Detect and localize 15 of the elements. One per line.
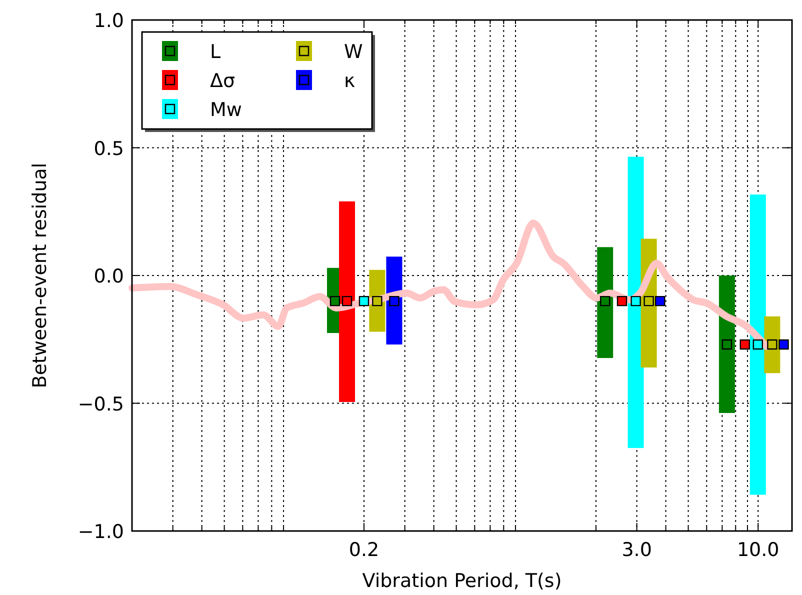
x-tick-label: 0.2 [348, 539, 380, 561]
y-tick-label: −0.5 [78, 393, 124, 416]
legend-label: κ [344, 70, 356, 92]
legend-label: L [210, 41, 221, 63]
y-tick-label: 0.0 [94, 266, 124, 288]
y-tick-label: 0.5 [94, 138, 124, 160]
legend-label: Mw [210, 99, 242, 121]
legend-label: W [344, 41, 363, 63]
x-axis-title: Vibration Period, T(s) [362, 570, 562, 592]
x-tick-label: 3.0 [622, 539, 652, 561]
y-tick-label: −1.0 [78, 521, 124, 543]
y-tick-label: 1.0 [94, 10, 124, 32]
legend-label: Δσ [210, 70, 236, 92]
y-axis-title: Between-event residual [29, 162, 51, 388]
x-tick-label: 10.0 [736, 539, 780, 561]
